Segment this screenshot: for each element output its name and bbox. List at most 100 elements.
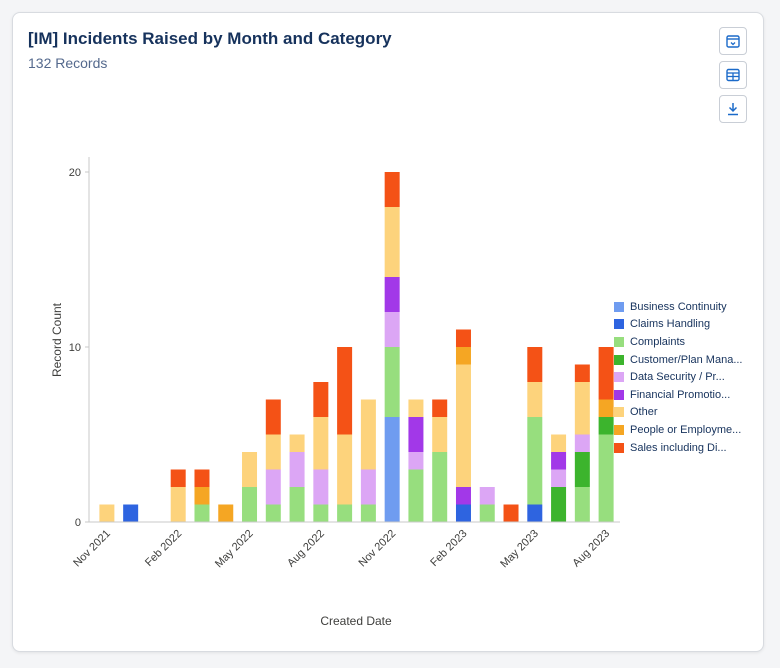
bar-segment[interactable]	[337, 504, 353, 523]
x-tick-label: Aug 2022	[285, 528, 327, 570]
bar-segment[interactable]	[551, 434, 567, 453]
bar-segment[interactable]	[432, 417, 448, 452]
bar-segment[interactable]	[313, 469, 329, 505]
bar-segment[interactable]	[289, 434, 305, 453]
x-tick-label: May 2023	[498, 528, 541, 571]
bar-segment[interactable]	[527, 382, 543, 417]
bar-segment[interactable]	[313, 382, 329, 417]
bar-segment[interactable]	[574, 382, 590, 435]
legend-item[interactable]: Customer/Plan Mana...	[614, 351, 743, 369]
bar-segment[interactable]	[455, 487, 471, 505]
bar-segment[interactable]	[455, 364, 471, 488]
x-tick-label: May 2022	[213, 528, 256, 571]
bar-segment[interactable]	[598, 347, 614, 400]
legend-label: Claims Handling	[630, 318, 711, 331]
bar-segment[interactable]	[455, 504, 471, 523]
bar-segment[interactable]	[598, 434, 614, 523]
bar-segment[interactable]	[360, 504, 376, 523]
bar-segment[interactable]	[551, 487, 567, 522]
legend-swatch	[614, 372, 624, 383]
axes	[88, 157, 620, 523]
bar-segment[interactable]	[432, 399, 448, 418]
bar-segment[interactable]	[170, 487, 186, 522]
bar-segment[interactable]	[408, 469, 424, 523]
bar-segment[interactable]	[289, 487, 305, 522]
bar-segment[interactable]	[503, 504, 519, 523]
bar-segment[interactable]	[313, 417, 329, 470]
bar-segment[interactable]	[574, 364, 590, 383]
legend-item[interactable]: Business Continuity	[614, 298, 743, 316]
bar-segment[interactable]	[194, 469, 210, 488]
bar-segment[interactable]	[384, 312, 400, 347]
bar-segment[interactable]	[432, 452, 448, 522]
bar-segment[interactable]	[455, 347, 471, 365]
legend-item[interactable]: Financial Promotio...	[614, 386, 743, 404]
legend-item[interactable]: Data Security / Pr...	[614, 368, 743, 386]
bar-segment[interactable]	[598, 399, 614, 418]
bar-segment[interactable]	[574, 434, 590, 453]
bar-segment[interactable]	[551, 469, 567, 488]
calendar-button[interactable]	[719, 27, 747, 55]
bar-segment[interactable]	[265, 399, 281, 435]
bar-segment[interactable]	[479, 487, 495, 505]
record-count: 132 Records	[28, 55, 108, 71]
bar-segment[interactable]	[479, 504, 495, 523]
bar-segment[interactable]	[408, 452, 424, 470]
legend-swatch	[614, 301, 624, 312]
table-view-button[interactable]	[719, 61, 747, 89]
bar-segment[interactable]	[384, 172, 400, 207]
bar-segment[interactable]	[313, 504, 329, 523]
bar-segment[interactable]	[265, 434, 281, 470]
legend-label: Complaints	[630, 335, 686, 348]
bar-segment[interactable]	[574, 487, 590, 522]
download-button[interactable]	[719, 95, 747, 123]
bar-segment[interactable]	[455, 329, 471, 348]
bar-segment[interactable]	[384, 207, 400, 277]
legend-item[interactable]: Sales including Di...	[614, 439, 743, 457]
bar-segment[interactable]	[218, 504, 234, 523]
legend-label: Financial Promotio...	[630, 388, 731, 401]
x-tick-label: Feb 2023	[428, 528, 469, 569]
legend-swatch	[614, 354, 624, 365]
bar-segment[interactable]	[289, 452, 305, 487]
bar-segment[interactable]	[551, 452, 567, 470]
bar-segment[interactable]	[408, 417, 424, 452]
bar-segment[interactable]	[384, 347, 400, 417]
bar-segment[interactable]	[265, 504, 281, 523]
bar-segment[interactable]	[574, 452, 590, 487]
legend-item[interactable]: Claims Handling	[614, 316, 743, 334]
bar-segment[interactable]	[527, 417, 543, 505]
legend-swatch	[614, 442, 624, 453]
legend-swatch	[614, 407, 624, 418]
bar-segment[interactable]	[384, 417, 400, 522]
y-axis-label: Record Count	[50, 302, 64, 377]
bar-segment[interactable]	[598, 417, 614, 435]
bar-segment[interactable]	[360, 469, 376, 505]
bar-segment[interactable]	[527, 347, 543, 382]
legend-label: People or Employme...	[630, 423, 742, 436]
bar-segment[interactable]	[265, 469, 281, 505]
bar-segment[interactable]	[408, 399, 424, 418]
bar-segment[interactable]	[170, 469, 186, 488]
y-tick-label: 20	[69, 167, 81, 179]
x-tick-label: Aug 2023	[570, 528, 612, 570]
bar-segment[interactable]	[242, 487, 258, 522]
y-tick-label: 10	[69, 342, 81, 354]
bar-segment[interactable]	[123, 504, 139, 523]
bar-segment[interactable]	[99, 504, 115, 523]
chart-title: [IM] Incidents Raised by Month and Categ…	[28, 29, 392, 48]
legend-item[interactable]: Complaints	[614, 333, 743, 351]
table-icon	[726, 68, 740, 82]
bar-segment[interactable]	[194, 504, 210, 523]
bar-segment[interactable]	[194, 487, 210, 505]
x-tick-label: Nov 2021	[71, 528, 113, 570]
x-tick-label: Feb 2022	[143, 528, 184, 569]
bar-segment[interactable]	[337, 347, 353, 435]
legend-item[interactable]: Other	[614, 404, 743, 422]
legend-item[interactable]: People or Employme...	[614, 421, 743, 439]
bar-segment[interactable]	[384, 277, 400, 312]
bar-segment[interactable]	[527, 504, 543, 523]
bar-segment[interactable]	[360, 399, 376, 470]
bar-segment[interactable]	[242, 452, 258, 487]
bar-segment[interactable]	[337, 434, 353, 505]
